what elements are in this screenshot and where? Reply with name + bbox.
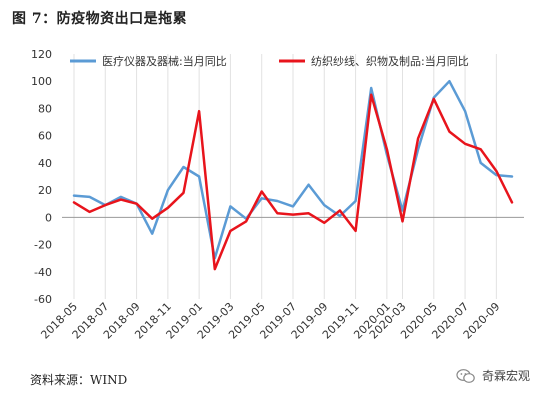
chart-legend: 医疗仪器及器械:当月同比 纺织纱线、织物及制品:当月同比 xyxy=(70,54,469,68)
y-tick-label: -40 xyxy=(34,266,52,279)
source-note: 资料来源：WIND xyxy=(30,373,128,387)
y-tick-label: 40 xyxy=(38,157,52,170)
y-tick-label: 80 xyxy=(38,102,52,115)
figure-title: 图 7：防疫物资出口是拖累 xyxy=(12,11,188,27)
series-line-2 xyxy=(72,93,514,271)
x-axis-ticks: 2018-052018-072018-092018-112019-012019-… xyxy=(38,300,502,342)
wechat-icon xyxy=(456,368,475,383)
legend-label-2: 纺织纱线、织物及制品:当月同比 xyxy=(311,54,469,68)
y-tick-label: -20 xyxy=(34,239,52,252)
legend-label-1: 医疗仪器及器械:当月同比 xyxy=(102,54,227,68)
chart-grid xyxy=(73,54,497,299)
series-line-1 xyxy=(72,79,514,260)
y-axis-ticks: -60 -40 -20 0 20 40 60 80 100 120 xyxy=(31,48,52,306)
series-lines xyxy=(72,79,514,271)
y-tick-label: 0 xyxy=(45,211,52,224)
y-tick-label: 20 xyxy=(38,184,52,197)
watermark: 奇霖宏观 xyxy=(456,367,530,384)
y-tick-label: -60 xyxy=(34,293,52,306)
y-tick-label: 60 xyxy=(38,130,52,143)
watermark-text: 奇霖宏观 xyxy=(481,369,530,383)
y-tick-label: 100 xyxy=(31,75,52,88)
y-tick-label: 120 xyxy=(31,48,52,61)
